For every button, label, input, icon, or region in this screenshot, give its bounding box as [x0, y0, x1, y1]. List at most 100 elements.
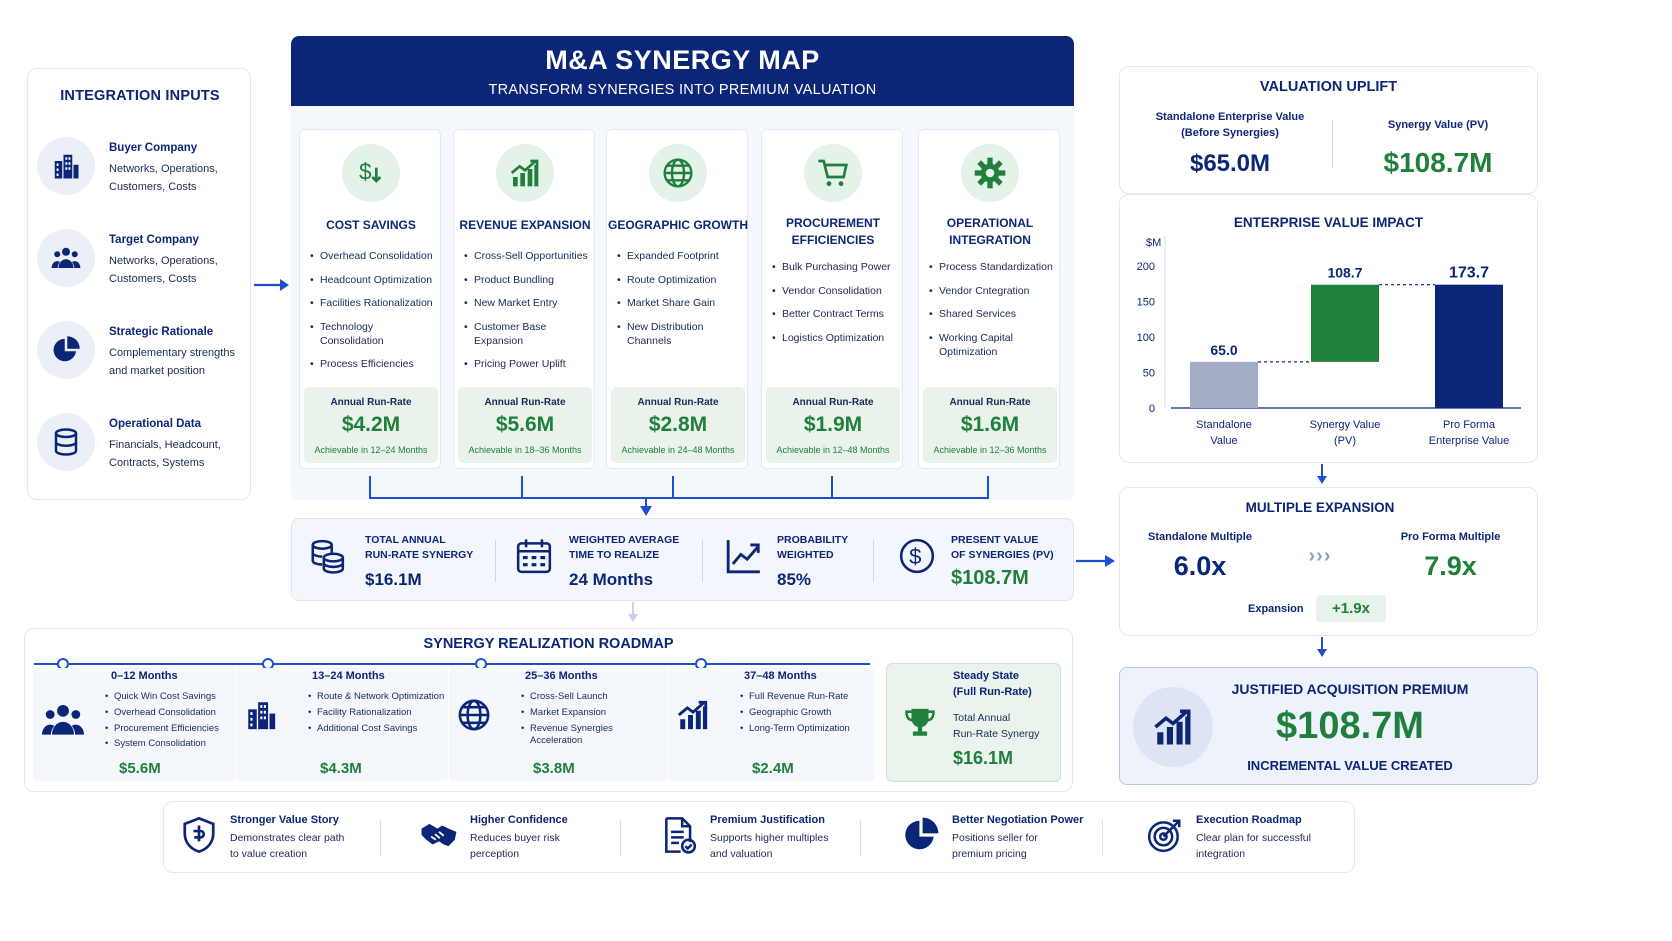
benefit-desc2: perception	[470, 848, 520, 860]
synergy-title: GEOGRAPHIC GROWTH	[607, 217, 749, 234]
steady-state-card: Steady State (Full Run-Rate) Total Annua…	[886, 663, 1061, 782]
synergy-item: Technology Consolidation	[310, 321, 438, 348]
input-item-desc1: Complementary strengths	[109, 347, 235, 359]
roadmap-phase: 25–36 Months Cross-Sell Launch Market Expa…	[449, 668, 667, 781]
summary-arrow	[1076, 555, 1115, 567]
run-rate-value: $2.8M	[648, 413, 708, 436]
benefit-title: Better Negotiation Power	[952, 814, 1084, 826]
summary-value: $108.7M	[951, 567, 1029, 589]
roadmap-value: $2.4M	[752, 760, 794, 777]
input-item-desc2: Customers, Costs	[109, 181, 197, 193]
run-rate-box: Annual Run-Rate $2.8M Achievable in 24–48 …	[611, 387, 745, 463]
chart-down-arrow	[1317, 464, 1327, 484]
roadmap-item: Full Revenue Run-Rate	[740, 691, 871, 704]
benefit-desc2: and valuation	[710, 848, 773, 860]
premium-title: JUSTIFIED ACQUISITION PREMIUM	[1231, 681, 1469, 697]
handshake-icon	[420, 816, 458, 854]
synergy-title: PROCUREMENT EFFICIENCIES	[762, 215, 904, 249]
roadmap-item: Route & Network Optimization	[308, 691, 445, 704]
valuation-divider	[1332, 120, 1333, 168]
roadmap-item: Long-Term Optimization	[740, 723, 871, 736]
bar	[1311, 284, 1379, 362]
benefit-divider	[860, 820, 861, 856]
roadmap-period: 0–12 Months	[111, 670, 178, 682]
run-rate-achievable: Achievable in 12–24 Months	[314, 445, 428, 455]
benefit-title: Stronger Value Story	[230, 814, 339, 826]
y-tick-label: 150	[1137, 297, 1155, 309]
cart-icon	[817, 157, 849, 189]
synergy-title-line1: COST SAVINGS	[326, 218, 416, 232]
benefit-desc1: Demonstrates clear path	[230, 832, 345, 844]
x-tick-label: Pro Forma	[1443, 419, 1496, 431]
calendar-icon	[515, 537, 553, 575]
trophy-icon	[903, 706, 937, 740]
steady-state-value: $16.1M	[953, 748, 1014, 768]
input-item-name: Operational Data	[109, 418, 202, 430]
synergy-card: GEOGRAPHIC GROWTH Expanded Footprint Route…	[606, 129, 748, 469]
synergy-title: COST SAVINGS	[300, 217, 442, 234]
summary-value: 24 Months	[569, 570, 654, 589]
roadmap-phase: 13–24 Months Route & Network Optimization…	[236, 668, 448, 781]
run-rate-box: Annual Run-Rate $1.9M Achievable in 12–48 …	[766, 387, 900, 463]
roadmap-timeline	[34, 658, 870, 670]
target-icon	[1146, 816, 1184, 854]
synergy-title-line2: EFFICIENCIES	[791, 233, 875, 247]
people-icon	[51, 243, 81, 273]
benefit-item: Higher Confidence Reduces buyer risk perce…	[420, 812, 650, 864]
synergy-item: Process Standardization	[929, 261, 1057, 275]
summary-label1: PRESENT VALUE	[951, 534, 1039, 546]
inputs-arrow	[254, 279, 289, 291]
multiple-expansion-title: MULTIPLE EXPANSION	[1245, 500, 1395, 515]
synergy-item: Market Share Gain	[617, 297, 745, 311]
expansion-chevrons: ›››	[1308, 545, 1332, 567]
proforma-multiple-label: Pro Forma Multiple	[1400, 531, 1501, 543]
integration-inputs-panel: INTEGRATION INPUTS Buyer Company Networks…	[27, 68, 251, 500]
standalone-ev-value: $65.0M	[1189, 150, 1271, 177]
run-rate-box: Annual Run-Rate $4.2M Achievable in 12–24 …	[304, 387, 438, 463]
benefit-item: Execution Roadmap Clear plan for successf…	[1146, 812, 1376, 864]
bar-growth-icon	[1152, 706, 1194, 748]
x-tick-label: (PV)	[1334, 435, 1356, 447]
pie-chart-icon	[51, 335, 81, 365]
roadmap-item: Facility Rationalization	[308, 707, 445, 720]
roadmap-item: Revenue Synergies Acceleration	[521, 723, 664, 749]
premium-icon-circle	[1133, 687, 1213, 767]
synergy-value-label: Synergy Value (PV)	[1387, 119, 1489, 131]
run-rate-label: Annual Run-Rate	[484, 397, 566, 408]
shield-icon	[180, 816, 218, 854]
roadmap-title: SYNERGY REALIZATION ROADMAP	[423, 636, 674, 652]
synergy-list: Process Standardization Vendor Cntegratio…	[929, 261, 1057, 369]
people-icon	[41, 698, 85, 742]
benefit-title: Higher Confidence	[470, 814, 568, 826]
document-check-icon	[660, 816, 698, 854]
gear-icon	[974, 157, 1006, 189]
input-item: Target Company Networks, Operations, Custo…	[28, 226, 252, 306]
synergy-item: Cross-Sell Opportunities	[464, 250, 592, 264]
synergy-item: Working Capital Optimization	[929, 332, 1057, 359]
run-rate-achievable: Achievable in 24–48 Months	[621, 445, 735, 455]
globe-icon	[457, 698, 491, 732]
benefit-desc1: Clear plan for successful	[1196, 832, 1311, 844]
roadmap-list: Full Revenue Run-Rate Geographic Growth Lo…	[740, 691, 871, 738]
summary-value: $16.1M	[365, 570, 422, 589]
steady-state-label: Steady State	[953, 670, 1020, 682]
page-title: M&A SYNERGY MAP	[545, 45, 820, 75]
synergy-item: Vendor Cntegration	[929, 285, 1057, 299]
run-rate-achievable: Achievable in 12–48 Months	[776, 445, 890, 455]
buildings-icon	[244, 698, 278, 732]
synergy-item: Pricing Power Uplift	[464, 358, 592, 372]
bar-value-label: 108.7	[1327, 265, 1362, 281]
integration-inputs-title: INTEGRATION INPUTS	[60, 88, 220, 104]
benefits-bar	[163, 801, 1355, 873]
synergy-item: Overhead Consolidation	[310, 250, 438, 264]
summary-label2: TIME TO REALIZE	[569, 549, 660, 561]
dollar-down-icon	[355, 157, 387, 189]
benefit-item: Better Negotiation Power Positions seller…	[902, 812, 1132, 864]
synergy-list: Bulk Purchasing Power Vendor Consolidatio…	[772, 261, 900, 356]
bar	[1435, 284, 1503, 408]
synergy-item: Expanded Footprint	[617, 250, 745, 264]
synergy-title: REVENUE EXPANSION	[454, 217, 596, 234]
benefit-title: Premium Justification	[710, 814, 825, 826]
benefit-desc2: to value creation	[230, 848, 308, 860]
synergy-item: New Market Entry	[464, 297, 592, 311]
